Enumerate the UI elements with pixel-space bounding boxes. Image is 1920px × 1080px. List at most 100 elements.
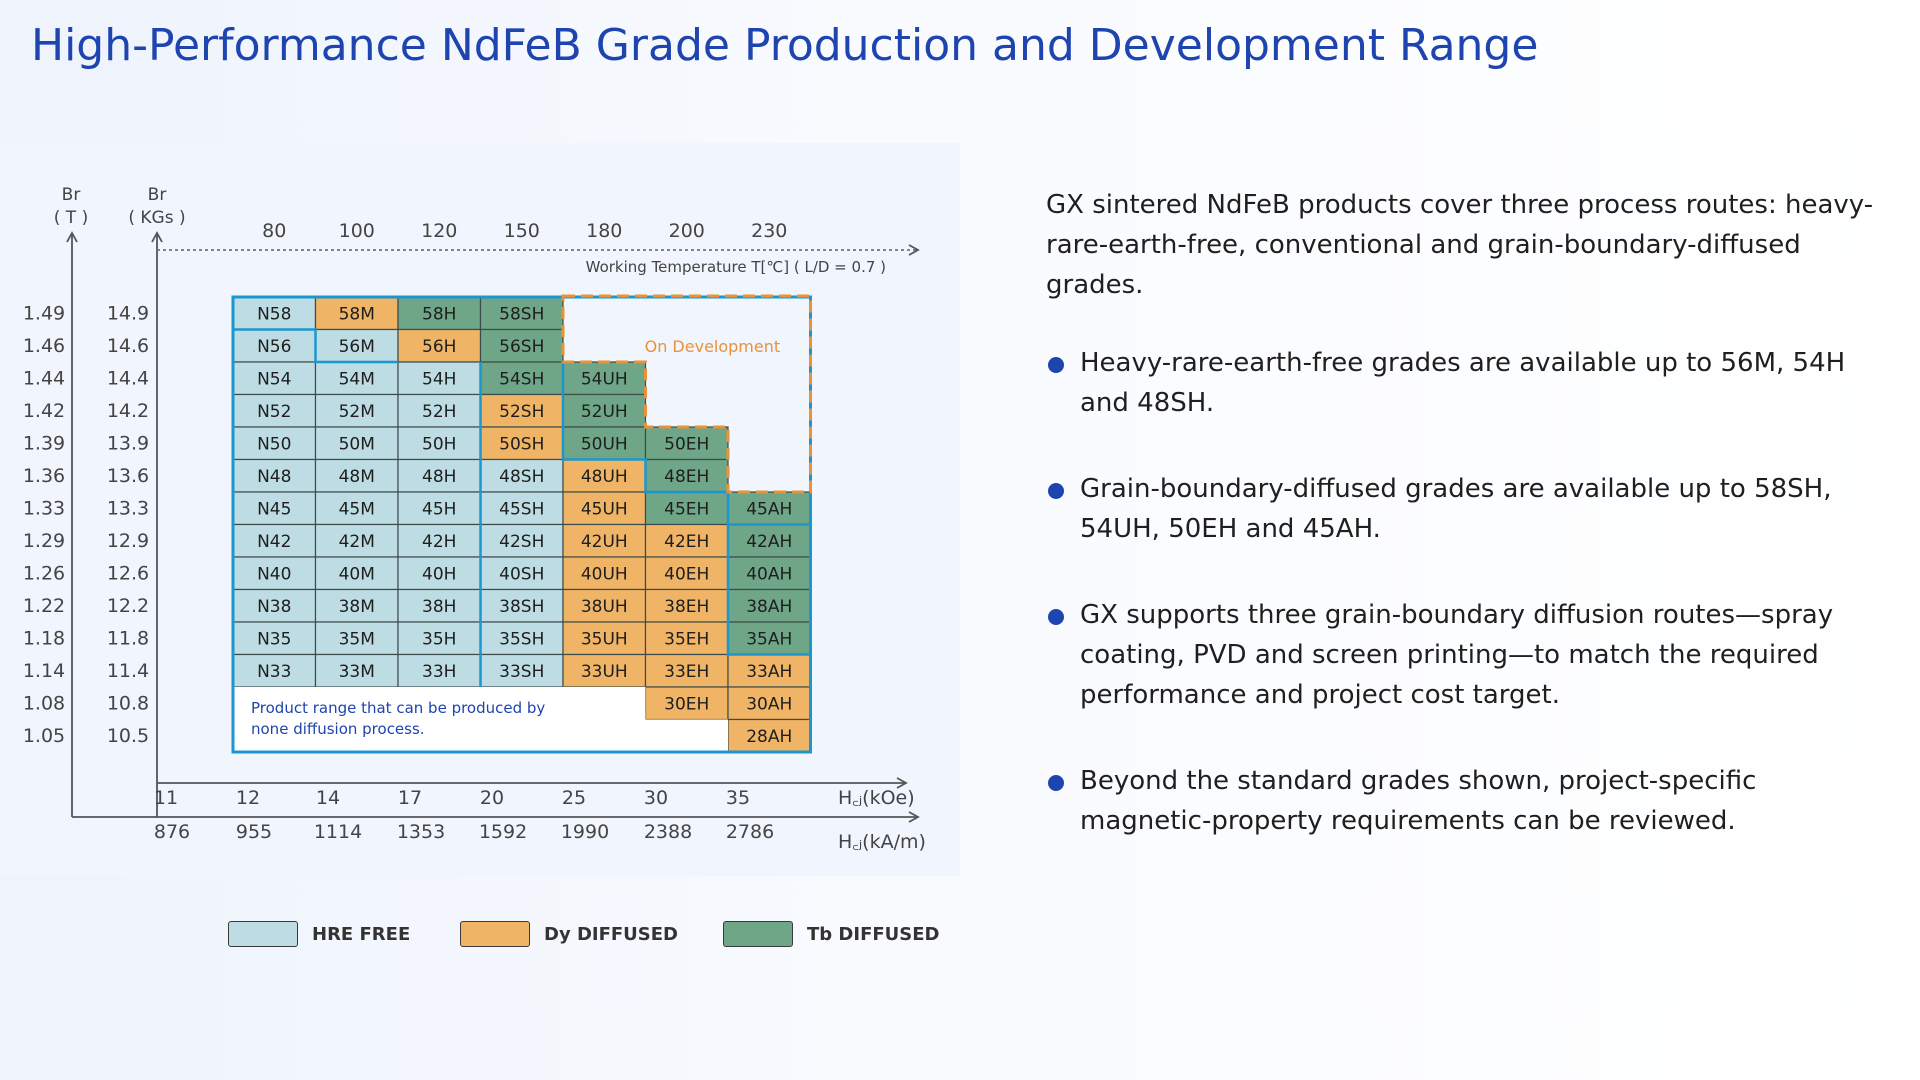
bullet-dot-icon (1048, 775, 1064, 791)
grade-cell (232, 296, 317, 331)
temperature-tick-label: 80 (262, 220, 286, 242)
hcj-koe-tick-label: 30 (644, 787, 668, 809)
range-note-line: none diffusion process. (251, 720, 425, 738)
br-t-tick-label: 1.18 (23, 627, 65, 649)
bullet-text: GX supports three grain-boundary diffusi… (1080, 600, 1834, 710)
grade-label: 45M (339, 499, 375, 519)
grade-label: N54 (257, 369, 291, 389)
grade-label: 50M (339, 434, 375, 454)
development-region-outline (561, 294, 812, 494)
hcj-koe-tick-label: 35 (726, 787, 750, 809)
grade-cell (314, 523, 399, 558)
grade-cell (727, 491, 812, 526)
grade-label: 58H (422, 304, 456, 324)
grade-label: 30EH (664, 694, 709, 714)
grade-label: 40M (339, 564, 375, 584)
grade-cell (397, 588, 482, 623)
br-t-tick-label: 1.08 (23, 692, 65, 714)
br-kgs-tick-label: 12.2 (107, 595, 149, 617)
grade-cell (727, 523, 812, 558)
grade-cell (397, 621, 482, 656)
br-t-tick-label: 1.22 (23, 595, 65, 617)
br-kgs-tick-label: 14.2 (107, 400, 149, 422)
grade-label: N48 (257, 467, 291, 487)
grade-label: 54H (422, 369, 456, 389)
hcj-kam-axis-title: H꜀ⱼ(kA/m) (838, 831, 926, 853)
grade-label: 40SH (499, 564, 544, 584)
grade-chart: Br ( T ) Br ( KGs ) Working Temperature T[℃]… (23, 185, 926, 853)
grade-cell (397, 491, 482, 526)
development-label: On Development (645, 337, 781, 356)
hcj-kam-tick-label: 1353 (397, 821, 445, 843)
hcj-kam-tick-label: 955 (236, 821, 272, 843)
grade-label: 42UH (581, 532, 628, 552)
grade-label: 40H (422, 564, 456, 584)
temperature-tick-label: 100 (339, 220, 375, 242)
br-t-tick-label: 1.44 (23, 367, 65, 389)
grade-label: 56SH (499, 337, 544, 357)
temperature-axis-title: Working Temperature T[℃] ( L/D = 0.7 ) (586, 258, 886, 276)
grade-cell (727, 653, 812, 688)
grade-cell (397, 296, 482, 331)
bullet-list: Heavy-rare-earth-free grades are availab… (1046, 343, 1876, 841)
grade-cell (314, 393, 399, 428)
legend-label: Dy DIFFUSED (544, 923, 678, 945)
br-kgs-tick-label: 14.6 (107, 335, 149, 357)
br-kgs-tick-label: 13.6 (107, 465, 149, 487)
grade-label: 40UH (581, 564, 628, 584)
grade-cell (644, 686, 729, 721)
br-kgs-tick-label: 10.5 (107, 725, 149, 747)
grade-label: 33H (422, 662, 456, 682)
grade-cell (727, 686, 812, 721)
grade-cell (562, 458, 647, 493)
grade-label: 45SH (499, 499, 544, 519)
grade-label: 38H (422, 597, 456, 617)
grade-label: N35 (257, 629, 291, 649)
br-kgs-tick-label: 13.3 (107, 497, 149, 519)
range-note-box-extension (563, 687, 646, 752)
grade-label: 38AH (746, 597, 792, 617)
br-t-tick-label: 1.05 (23, 725, 65, 747)
br-t-tick-label: 1.49 (23, 302, 65, 324)
grade-label: 52M (339, 402, 375, 422)
grade-label: 42M (339, 532, 375, 552)
grade-label: 50UH (581, 434, 628, 454)
grade-cell (727, 718, 812, 753)
br-kgs-tick-label: 12.6 (107, 562, 149, 584)
grade-label: N42 (257, 532, 291, 552)
grade-label: 50H (422, 434, 456, 454)
grade-cell (232, 556, 317, 591)
bullet-text: Heavy-rare-earth-free grades are availab… (1080, 348, 1846, 418)
hcj-koe-tick-label: 12 (236, 787, 260, 809)
temperature-tick-label: 120 (421, 220, 457, 242)
grade-label: 48EH (664, 467, 709, 487)
br-t-axis-title: Br (62, 185, 81, 205)
intro-text: GX sintered NdFeB products cover three p… (1046, 190, 1874, 300)
bullet-item: Beyond the standard grades shown, projec… (1046, 761, 1876, 841)
grade-label: N45 (257, 499, 291, 519)
grade-cell (479, 653, 564, 688)
bullet-dot-icon (1048, 357, 1064, 373)
br-kgs-tick-label: 11.8 (107, 627, 149, 649)
br-kgs-axis-unit: ( KGs ) (128, 208, 185, 228)
grade-label: 33EH (664, 662, 709, 682)
temperature-tick-label: 180 (586, 220, 622, 242)
range-note-line: Product range that can be produced by (251, 699, 545, 717)
br-kgs-tick-label: 14.4 (107, 367, 149, 389)
hcj-kam-tick-label: 876 (154, 821, 190, 843)
grade-cell (397, 426, 482, 461)
hcj-koe-tick-label: 11 (154, 787, 178, 809)
grade-label: 50SH (499, 434, 544, 454)
legend-label: HRE FREE (312, 923, 411, 945)
temperature-tick-label: 150 (504, 220, 540, 242)
grade-label: 45EH (664, 499, 709, 519)
grade-label: 45AH (746, 499, 792, 519)
grade-boundary-lines (233, 328, 811, 687)
br-t-tick-label: 1.36 (23, 465, 65, 487)
grade-cell (314, 458, 399, 493)
grade-label: 35SH (499, 629, 544, 649)
grade-cell (644, 621, 729, 656)
hcj-koe-axis-title: H꜀ⱼ(kOe) (838, 787, 915, 809)
grade-cell (644, 588, 729, 623)
grade-label: 40EH (664, 564, 709, 584)
